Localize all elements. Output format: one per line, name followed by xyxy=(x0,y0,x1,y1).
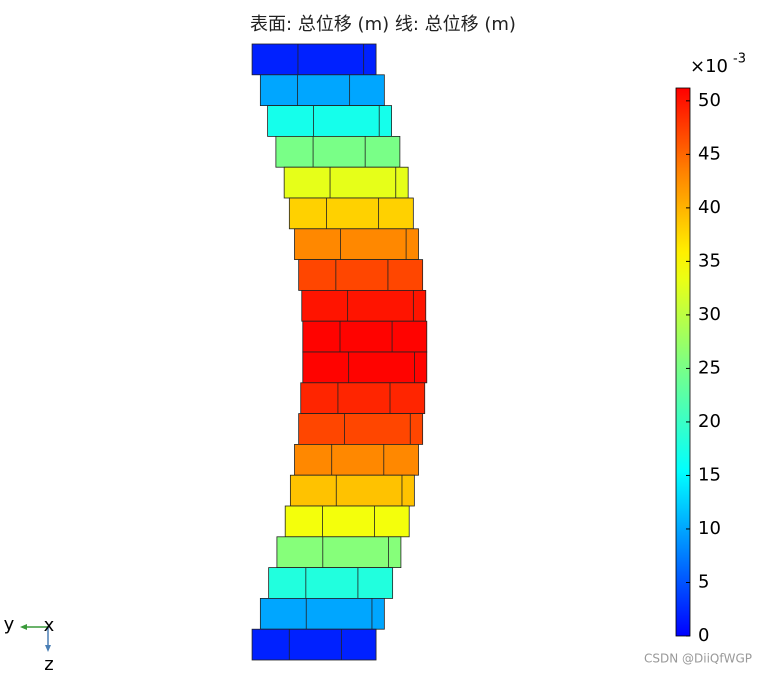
x-label: x xyxy=(44,615,55,636)
brick-row xyxy=(251,628,377,661)
brick-row xyxy=(276,536,402,568)
brick-row xyxy=(301,289,427,322)
brick-row xyxy=(268,567,394,599)
z-label: z xyxy=(44,654,53,675)
colorbar-tick-label: 5 xyxy=(698,571,709,592)
brick-row xyxy=(302,351,428,384)
brick-row xyxy=(298,259,424,291)
colorbar-exponent: -3 xyxy=(733,52,746,67)
colorbar-tick-label: 35 xyxy=(698,250,721,271)
y-label: y xyxy=(4,614,15,635)
brick-row xyxy=(289,474,415,507)
colorbar-tick-label: 50 xyxy=(698,90,721,111)
brick-row xyxy=(294,443,419,476)
brick-row xyxy=(300,382,426,414)
brick-row xyxy=(251,43,377,76)
colorbar-tick-label: 45 xyxy=(698,143,721,164)
colorbar-tick-label: 25 xyxy=(698,357,721,378)
colorbar-tick-label: 20 xyxy=(698,411,721,432)
brick-row xyxy=(275,135,401,168)
colorbar-multiplier: ×10 xyxy=(690,56,728,77)
brick-row xyxy=(298,413,424,445)
z-arrow-head xyxy=(45,645,51,652)
brick-row xyxy=(284,505,410,538)
brick-row xyxy=(259,74,385,107)
brick-row xyxy=(302,320,428,353)
brick-row xyxy=(259,598,385,630)
axis-triad: y x z xyxy=(4,614,55,675)
brick-row xyxy=(294,228,419,261)
watermark: CSDN @DiiQfWGP xyxy=(644,652,752,666)
colorbar-tick-label: 30 xyxy=(698,304,721,325)
colorbar-tick-label: 0 xyxy=(698,625,709,646)
colorbar-tick-label: 10 xyxy=(698,518,721,539)
colorbar-tick-label: 40 xyxy=(698,197,721,218)
brick-row xyxy=(267,105,392,137)
y-arrow-head xyxy=(20,624,27,630)
colorbar xyxy=(675,87,691,637)
brick-row xyxy=(283,166,409,199)
colorbar-tick-label: 15 xyxy=(698,464,721,485)
brick-row xyxy=(288,197,414,230)
chart-title: 表面: 总位移 (m) 线: 总位移 (m) xyxy=(250,14,516,35)
